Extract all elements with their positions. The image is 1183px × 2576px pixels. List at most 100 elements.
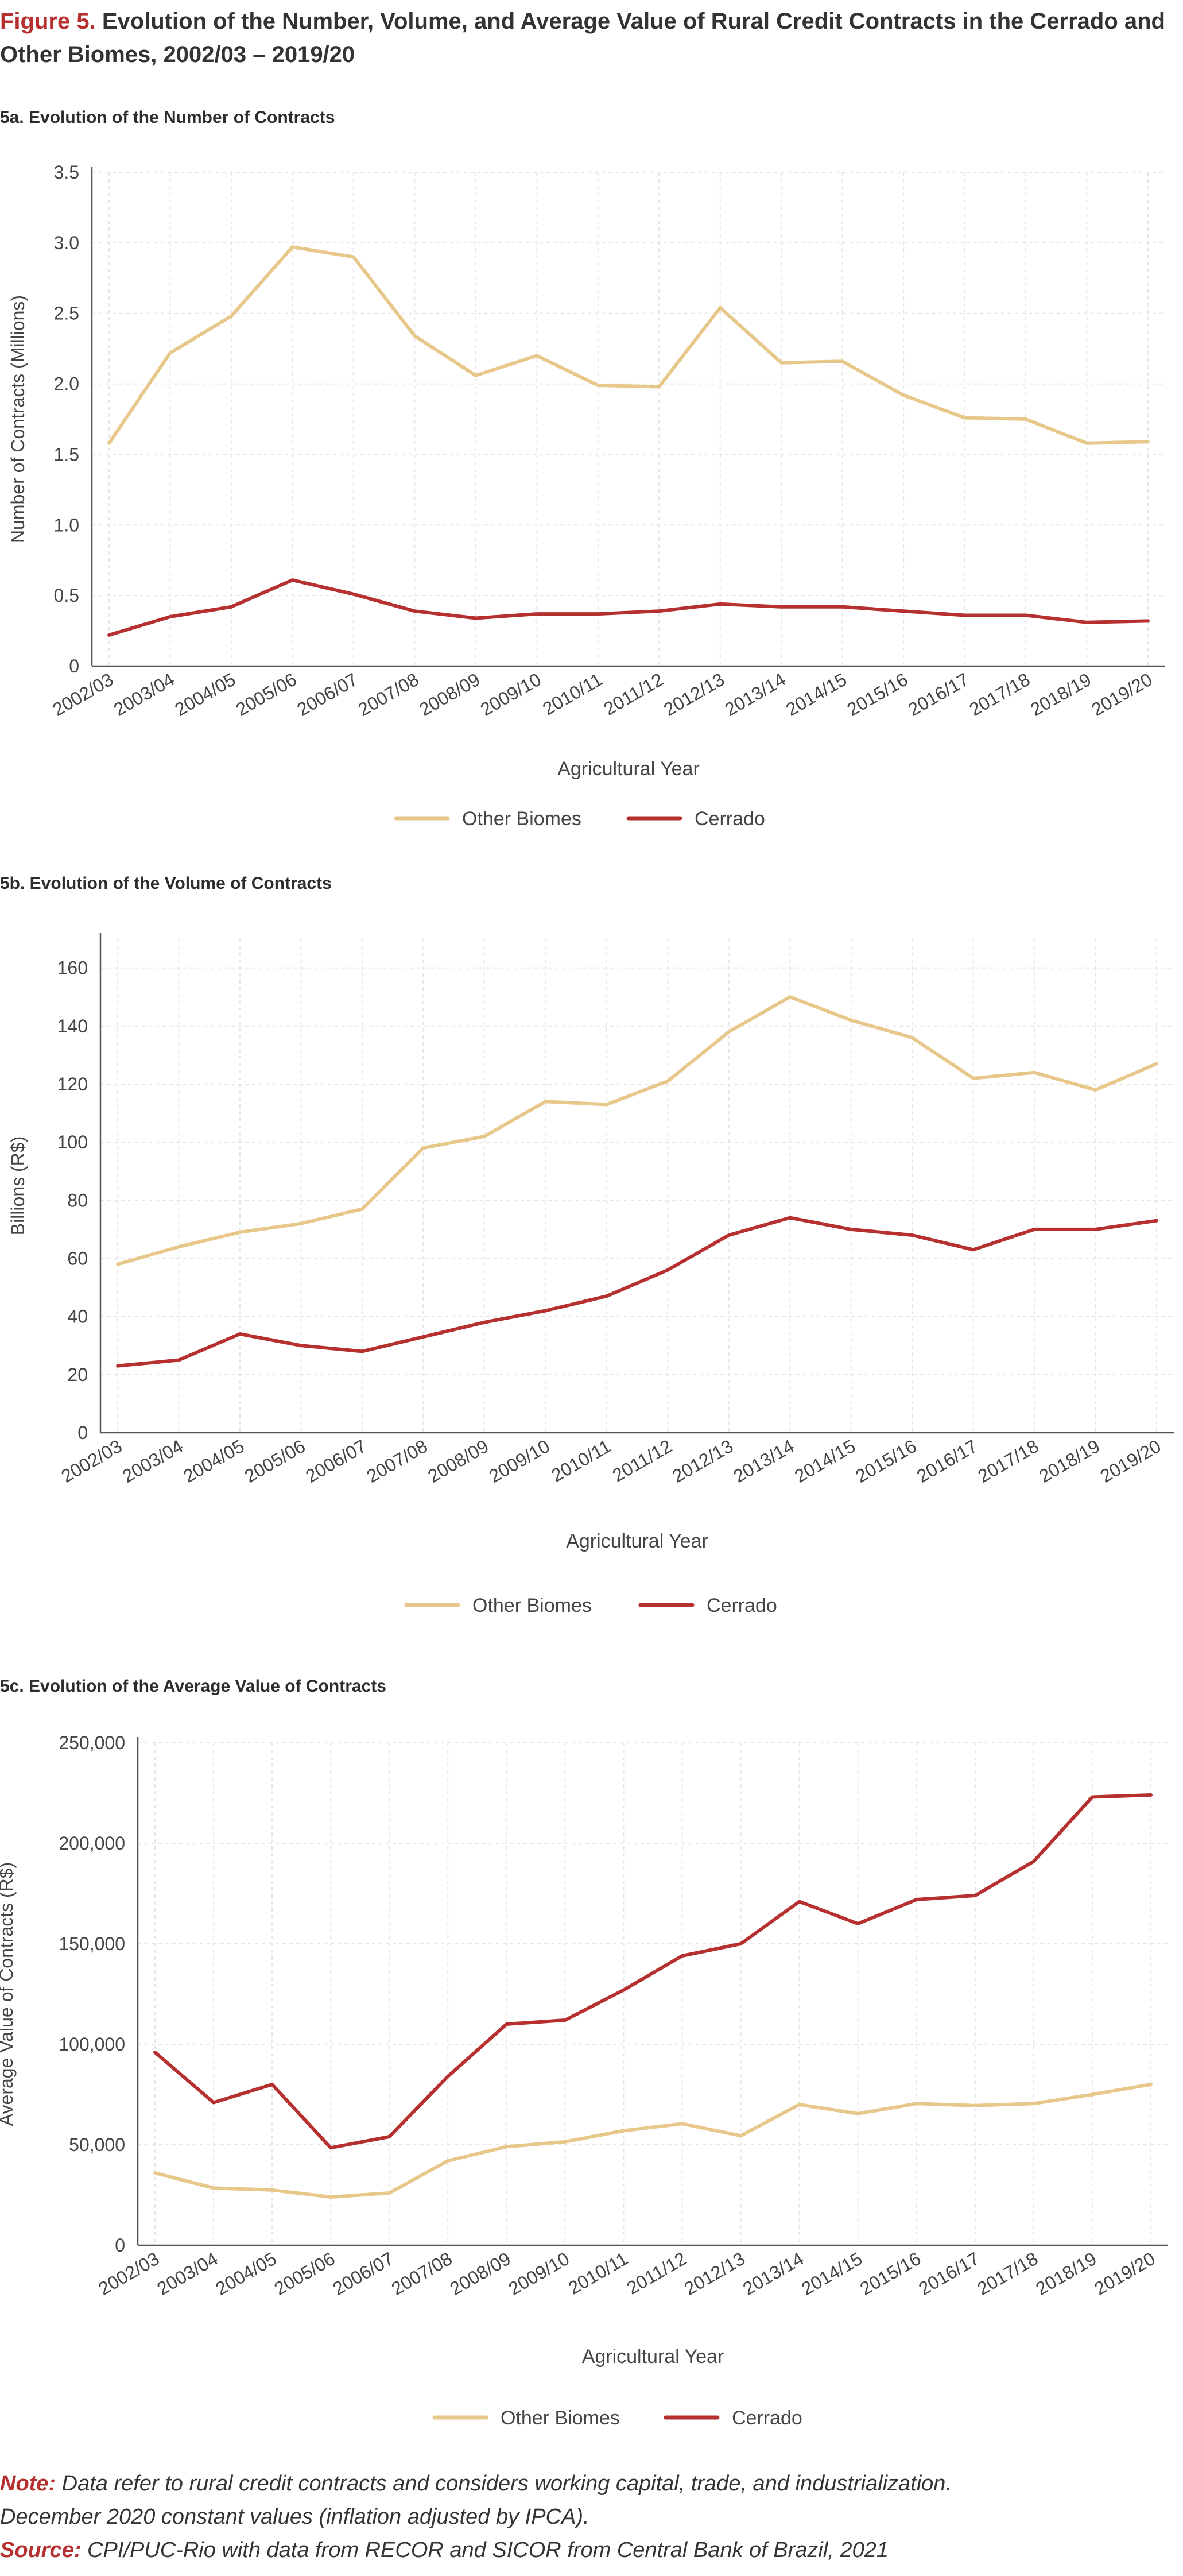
- y-tick-label: 40: [67, 1306, 88, 1327]
- y-tick-label: 100: [57, 1132, 88, 1152]
- x-tick-label: 2013/14: [739, 2248, 807, 2299]
- x-tick-label: 2011/12: [609, 1436, 676, 1486]
- note-label: Note:: [0, 2471, 56, 2496]
- y-tick-label: 80: [67, 1190, 88, 1210]
- notes-block: Note: Data refer to rural credit contrac…: [0, 2467, 1177, 2567]
- y-tick-label: 3.0: [54, 233, 79, 253]
- source-label: Source:: [0, 2538, 82, 2562]
- x-tick-label: 2016/17: [915, 2248, 983, 2299]
- x-tick-label: 2006/07: [293, 669, 361, 720]
- x-tick-label: 2016/17: [913, 1436, 981, 1487]
- x-tick-label: 2002/03: [95, 2248, 162, 2299]
- y-tick-label: 2.5: [54, 303, 79, 324]
- x-axis-title: Agricultural Year: [566, 1530, 708, 1552]
- x-axis-title: Agricultural Year: [582, 2346, 724, 2368]
- note-text-1: Data refer to rural credit contracts and…: [61, 2471, 952, 2496]
- y-tick-label: 20: [67, 1364, 88, 1385]
- other-biomes-line: [107, 245, 1150, 445]
- x-tick-label: 2016/17: [905, 669, 972, 720]
- x-tick-label: 2005/06: [271, 2248, 339, 2299]
- panel-title-5c: 5c. Evolution of the Average Value of Co…: [0, 1677, 386, 1696]
- x-tick-label: 2011/12: [600, 669, 667, 720]
- source-line: Source: CPI/PUC-Rio with data from RECOR…: [0, 2534, 1177, 2567]
- panel-title-5a: 5a. Evolution of the Number of Contracts: [0, 108, 335, 127]
- y-axis-title: Billions (R$): [7, 1136, 28, 1235]
- x-tick-label: 2017/18: [973, 2248, 1041, 2299]
- chart-average-value-of-contracts: 0 50,000 100,000 150,000 200,000 250,000 2002/…: [0, 1732, 1168, 2429]
- x-tick-label: 2003/04: [110, 669, 178, 720]
- x-tick-label: 2010/11: [565, 2248, 631, 2299]
- legend-label-other-biomes: Other Biomes: [472, 1595, 592, 1616]
- legend-label-cerrado: Cerrado: [707, 1595, 777, 1616]
- x-tick-label: 2011/12: [623, 2248, 690, 2299]
- panel-title-5b: 5b. Evolution of the Volume of Contracts: [0, 874, 332, 893]
- x-tick-label: 2008/09: [447, 2248, 514, 2299]
- x-tick-label: 2007/08: [355, 669, 422, 720]
- x-tick-label: 2012/13: [681, 2248, 748, 2299]
- legend-label-cerrado: Cerrado: [695, 808, 765, 830]
- y-tick-label: 0: [115, 2235, 125, 2256]
- x-tick-label: 2002/03: [57, 1436, 125, 1487]
- y-tick-label: 0: [69, 656, 79, 676]
- y-tick-label: 0.5: [54, 585, 79, 606]
- x-tick-label: 2009/10: [505, 2248, 573, 2299]
- other-biomes-line: [153, 2083, 1153, 2199]
- x-tick-label: 2019/20: [1091, 2248, 1158, 2299]
- note-line-1: Note: Data refer to rural credit contrac…: [0, 2467, 1177, 2500]
- y-tick-label: 200,000: [59, 1833, 125, 1854]
- figure-label: Figure 5.: [0, 9, 96, 34]
- x-tick-label: 2009/10: [486, 1436, 553, 1487]
- x-tick-label: 2014/15: [791, 1436, 859, 1487]
- x-tick-label: 2010/11: [548, 1436, 614, 1486]
- x-tick-label: 2014/15: [798, 2248, 866, 2299]
- x-tick-label: 2004/05: [180, 1436, 247, 1487]
- y-tick-label: 140: [57, 1016, 88, 1036]
- y-tick-label: 1.0: [54, 515, 79, 535]
- legend-label-other-biomes: Other Biomes: [501, 2407, 620, 2429]
- x-tick-label: 2008/09: [424, 1436, 492, 1487]
- x-tick-label: 2018/19: [1035, 1436, 1103, 1487]
- legend-label-other-biomes: Other Biomes: [462, 808, 581, 830]
- x-tick-label: 2018/19: [1027, 669, 1095, 720]
- x-tick-label: 2019/20: [1096, 1436, 1164, 1487]
- x-tick-label: 2018/19: [1032, 2248, 1100, 2299]
- x-tick-label: 2017/18: [974, 1436, 1042, 1487]
- y-tick-label: 0: [77, 1422, 88, 1443]
- x-tick-label: 2007/08: [388, 2248, 456, 2299]
- x-tick-label: 2015/16: [852, 1436, 920, 1487]
- x-tick-label: 2012/13: [669, 1436, 736, 1487]
- x-tick-label: 2013/14: [722, 669, 789, 720]
- y-tick-label: 60: [67, 1248, 88, 1268]
- y-tick-label: 2.0: [54, 374, 79, 394]
- y-tick-label: 3.5: [54, 162, 79, 183]
- x-tick-label: 2006/07: [329, 2248, 397, 2299]
- y-tick-label: 50,000: [69, 2134, 125, 2155]
- other-biomes-line: [116, 995, 1158, 1266]
- x-tick-label: 2015/16: [843, 669, 911, 720]
- y-tick-label: 150,000: [59, 1933, 125, 1954]
- x-tick-label: 2008/09: [416, 669, 483, 720]
- x-tick-label: 2004/05: [171, 669, 239, 720]
- y-axis-title: Average Value of Contracts (R$): [0, 1862, 17, 2126]
- cerrado-line: [153, 1793, 1153, 2150]
- y-tick-label: 1.5: [54, 444, 79, 465]
- x-tick-label: 2009/10: [477, 669, 545, 720]
- y-tick-label: 120: [57, 1074, 88, 1094]
- chart-number-of-contracts: 0 0.5 1.0 1.5 2.0 2.5 3.0 3.5 2002/032003/042004…: [7, 162, 1165, 830]
- x-tick-label: 2015/16: [856, 2248, 924, 2299]
- x-tick-label: 2005/06: [241, 1436, 309, 1487]
- chart-volume-of-contracts: 0 20 40 60 80 100 120 140 160 2002/032003/042004/…: [7, 933, 1174, 1616]
- cerrado-line: [116, 1216, 1158, 1368]
- cerrado-line: [107, 578, 1150, 637]
- y-tick-label: 250,000: [59, 1732, 125, 1753]
- legend-label-cerrado: Cerrado: [732, 2407, 802, 2429]
- x-tick-label: 2014/15: [782, 669, 850, 720]
- x-tick-label: 2010/11: [539, 669, 606, 720]
- note-line-2: December 2020 constant values (inflation…: [0, 2505, 589, 2529]
- y-tick-label: 100,000: [59, 2034, 125, 2055]
- x-tick-label: 2007/08: [363, 1436, 431, 1487]
- x-tick-label: 2003/04: [153, 2248, 221, 2299]
- figure-title-text: Evolution of the Number, Volume, and Ave…: [0, 9, 1165, 67]
- source-text: CPI/PUC-Rio with data from RECOR and SIC…: [87, 2538, 889, 2562]
- x-tick-label: 2004/05: [212, 2248, 280, 2299]
